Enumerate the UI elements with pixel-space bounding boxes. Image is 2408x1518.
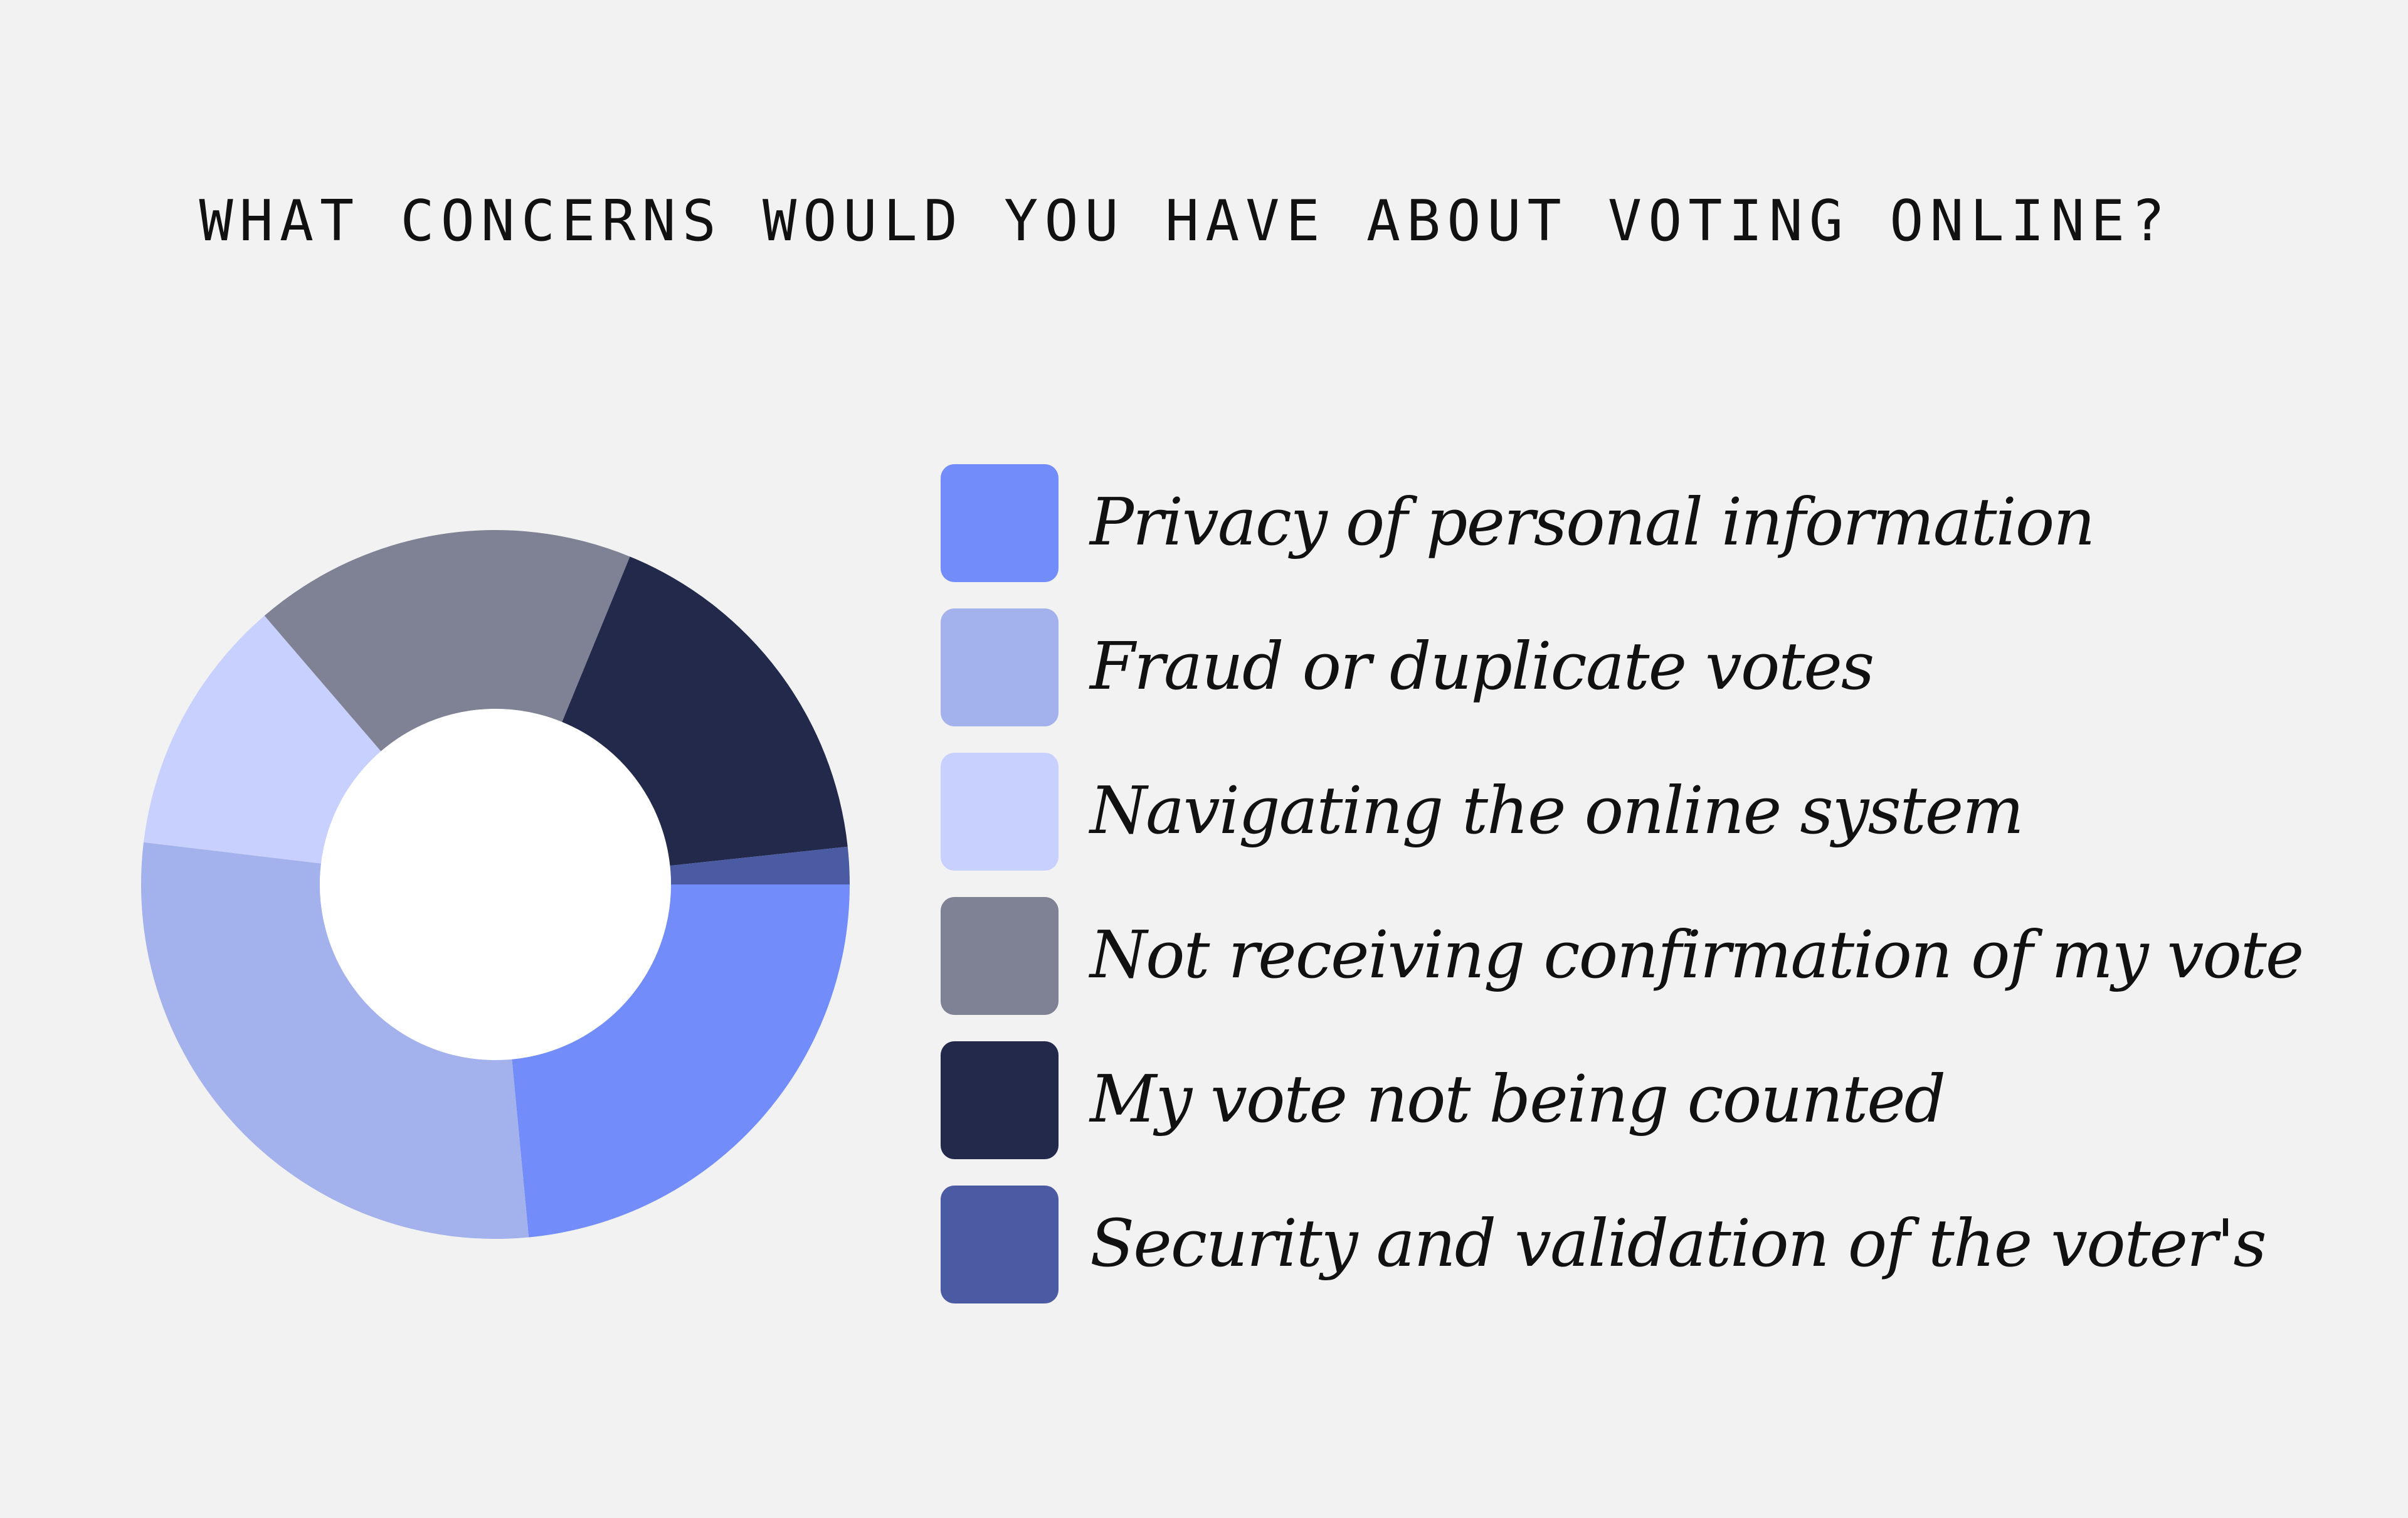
legend-swatch bbox=[941, 1041, 1059, 1159]
legend-item: Privacy of personal information bbox=[941, 464, 2383, 582]
legend-swatch bbox=[941, 897, 1059, 1015]
chart-title: WHAT CONCERNS WOULD YOU HAVE ABOUT VOTIN… bbox=[199, 188, 2172, 254]
legend-label: Fraud or duplicate votes bbox=[1090, 628, 1874, 704]
donut-hole bbox=[320, 709, 671, 1060]
legend-item: Fraud or duplicate votes bbox=[941, 608, 2383, 726]
legend-item: Not receiving confirmation of my vote bbox=[941, 897, 2383, 1015]
donut-slice bbox=[264, 530, 630, 751]
legend-item: Navigating the online system bbox=[941, 753, 2383, 871]
legend-item: Security and validation of the voter's bbox=[941, 1186, 2383, 1303]
donut-slice bbox=[670, 846, 850, 884]
legend-label: Not receiving confirmation of my vote bbox=[1090, 916, 2304, 993]
legend-label: My vote not being counted bbox=[1090, 1061, 1946, 1137]
donut-slice bbox=[144, 615, 381, 864]
donut-slice bbox=[562, 556, 848, 866]
legend: Privacy of personal information Fraud or … bbox=[941, 464, 2383, 1330]
donut-slice bbox=[512, 884, 850, 1238]
legend-label: Navigating the online system bbox=[1090, 772, 2024, 849]
legend-label: Security and validation of the voter's bbox=[1090, 1205, 2267, 1282]
legend-swatch bbox=[941, 608, 1059, 726]
legend-swatch bbox=[941, 1186, 1059, 1303]
donut-chart bbox=[141, 530, 850, 1239]
legend-swatch bbox=[941, 464, 1059, 582]
legend-label: Privacy of personal information bbox=[1090, 484, 2095, 560]
legend-item: My vote not being counted bbox=[941, 1041, 2383, 1159]
donut-slice bbox=[141, 842, 529, 1239]
legend-swatch bbox=[941, 753, 1059, 871]
